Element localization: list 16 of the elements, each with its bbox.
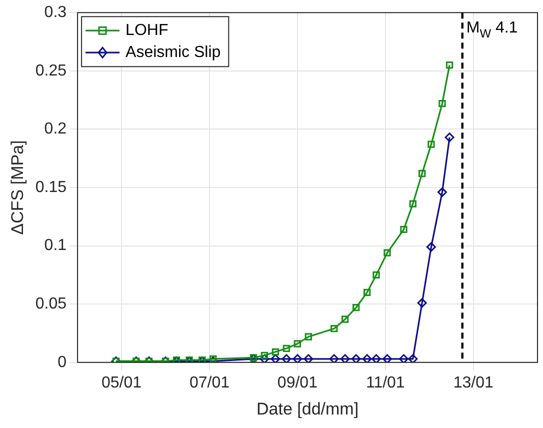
y-tick-label: 0 [58,354,67,371]
y-tick-label: 0.2 [44,120,67,138]
y-tick-label: 0.1 [44,237,67,254]
x-tick-label: 13/01 [453,374,494,392]
legend-label: LOHF [126,22,168,40]
legend-label: Aseismic Slip [126,44,221,62]
y-axis-title: ΔCFS [MPa] [8,140,27,235]
x-axis-title: Date [dd/mm] [256,399,359,418]
y-tick-label: 0.05 [35,296,67,313]
y-tick-label: 0.3 [44,4,67,22]
y-tick-label: 0.15 [35,178,67,196]
x-tick-label: 05/01 [101,374,142,392]
x-tick-label: 09/01 [277,374,318,392]
y-tick-label: 0.25 [35,62,67,80]
x-tick-label: 11/01 [366,374,405,392]
x-tick-label: 07/01 [189,374,230,392]
